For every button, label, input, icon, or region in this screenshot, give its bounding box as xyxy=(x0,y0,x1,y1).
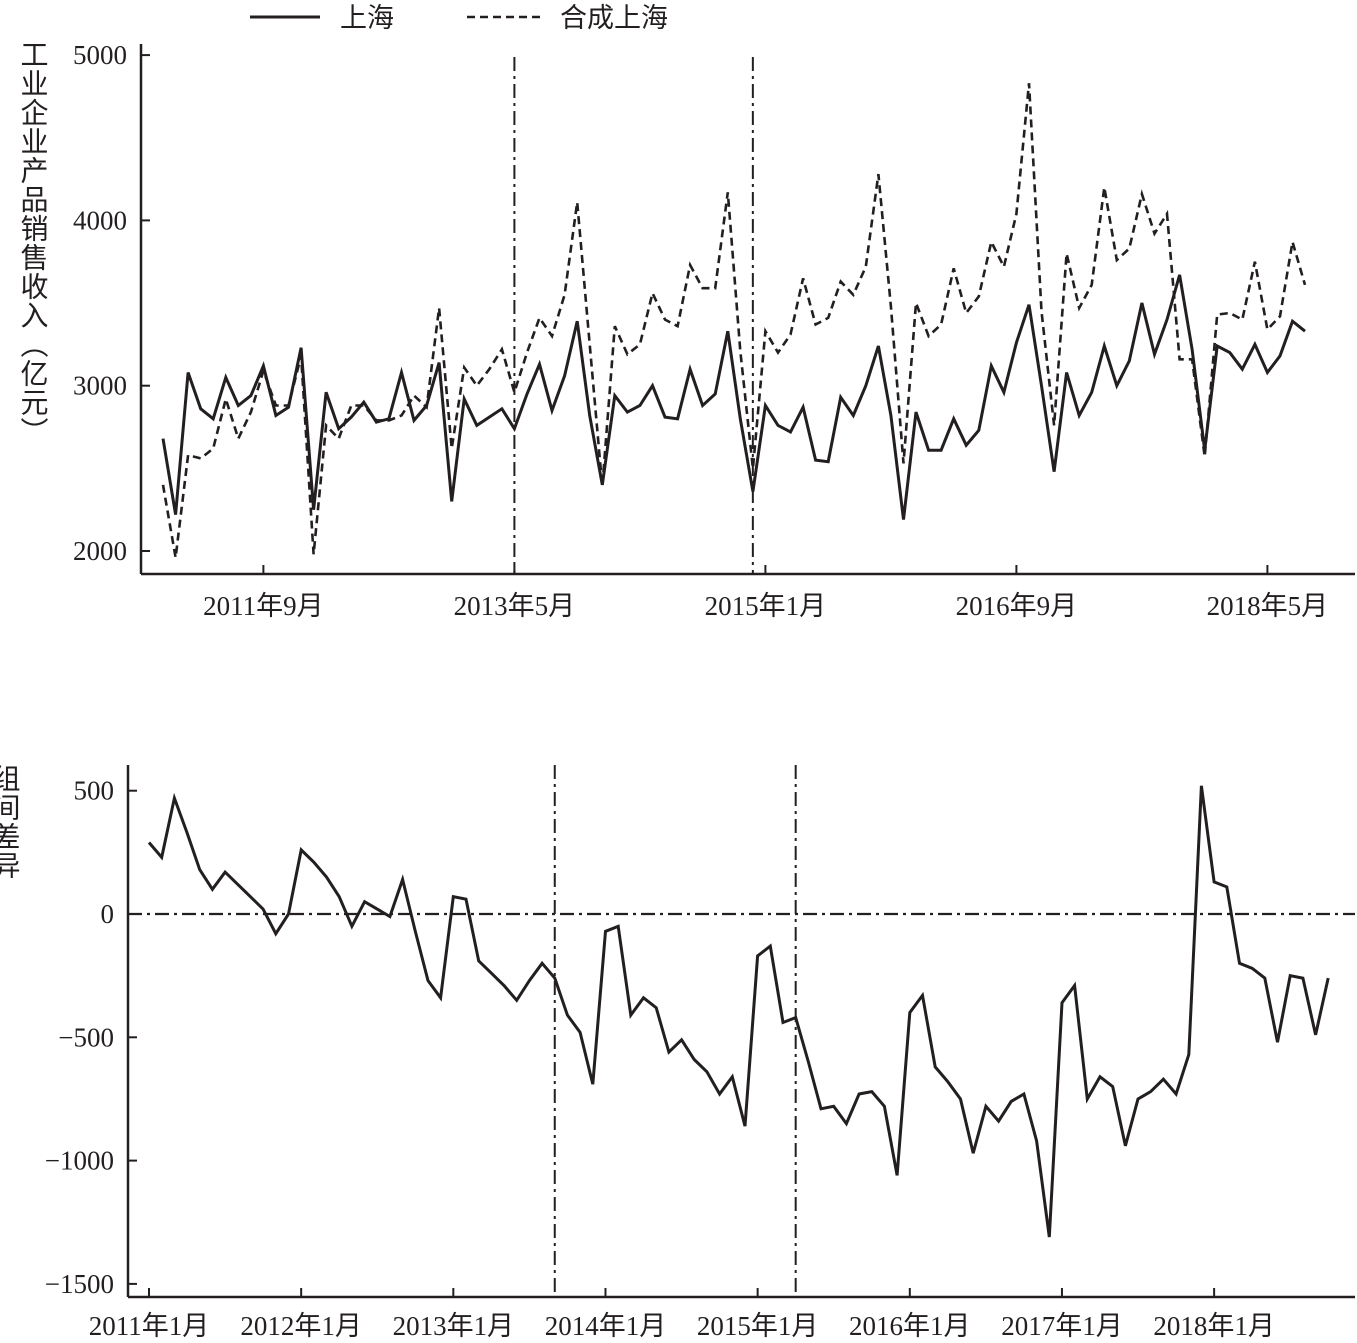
series-line-synthetic-shanghai xyxy=(161,83,1307,558)
bottom-panel: −1500 −1000 −500 0 500 2011年1月 2012年1月 2013年1月 2… xyxy=(0,764,1355,1341)
series-line-group-difference xyxy=(147,785,1330,1238)
top-x-tick-label: 2016年9月 xyxy=(956,591,1078,621)
bottom-x-tick-label: 2015年1月 xyxy=(697,1311,819,1341)
bottom-y-tick-label: 0 xyxy=(101,899,115,929)
top-x-tick-label: 2015年1月 xyxy=(705,591,827,621)
top-x-tick-label: 2018年5月 xyxy=(1207,591,1329,621)
bottom-x-tick-label: 2016年1月 xyxy=(849,1311,971,1341)
top-y-tick-label: 4000 xyxy=(73,205,127,235)
bottom-y-tick-label: −1000 xyxy=(45,1146,114,1176)
legend-label-shanghai: 上海 xyxy=(340,3,394,33)
bottom-y-axis-label: 组间差异 xyxy=(0,764,20,880)
top-x-tick-label: 2013年5月 xyxy=(454,591,576,621)
bottom-x-tick-label: 2014年1月 xyxy=(545,1311,667,1341)
bottom-y-tick-label: 500 xyxy=(74,776,115,806)
top-y-tick-label: 2000 xyxy=(73,536,127,566)
legend-label-synthetic-shanghai: 合成上海 xyxy=(560,3,668,33)
top-x-tick-label: 2011年9月 xyxy=(203,591,324,621)
bottom-x-tick-label: 2017年1月 xyxy=(1001,1311,1123,1341)
legend: 上海 合成上海 xyxy=(250,3,668,33)
series-line-shanghai xyxy=(161,274,1306,520)
bottom-y-tick-label: −1500 xyxy=(45,1269,114,1299)
bottom-y-tick-label: −500 xyxy=(58,1022,114,1052)
top-y-axis-label: 工业企业产品销售收入（亿元） xyxy=(17,40,49,446)
bottom-x-tick-label: 2012年1月 xyxy=(240,1311,362,1341)
bottom-x-tick-label: 2011年1月 xyxy=(89,1311,210,1341)
top-panel: 2000 3000 4000 5000 2011年9月 2013年5月 2015年1月 201… xyxy=(17,3,1355,621)
bottom-x-tick-label: 2013年1月 xyxy=(393,1311,515,1341)
top-y-tick-label: 5000 xyxy=(73,40,127,70)
bottom-x-tick-label: 2018年1月 xyxy=(1153,1311,1275,1341)
top-y-tick-label: 3000 xyxy=(73,371,127,401)
